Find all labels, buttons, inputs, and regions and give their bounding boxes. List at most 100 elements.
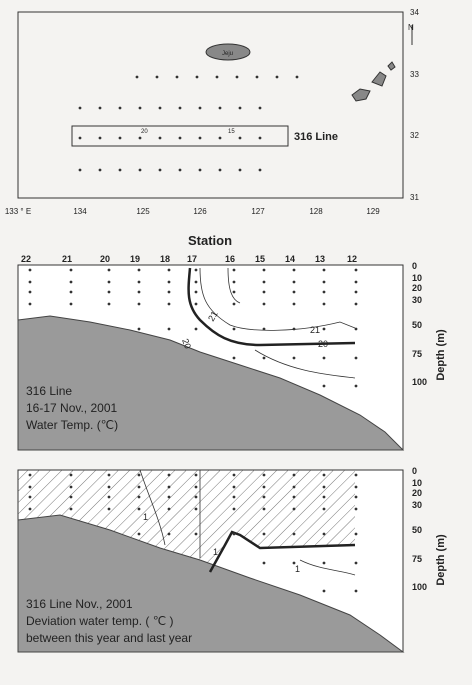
station-dot: [78, 168, 82, 172]
station-dot: [232, 495, 236, 499]
station-dot: [322, 268, 326, 272]
station-label: 18: [160, 254, 170, 264]
station-dot: [107, 473, 111, 477]
station-dot: [69, 473, 73, 477]
station-dot: [322, 356, 326, 360]
station-dot: [69, 302, 73, 306]
station-dot: [138, 106, 142, 110]
depth-axis: Depth (m): [435, 534, 447, 586]
station-dot: [138, 136, 142, 140]
contour-label: 20: [318, 339, 328, 349]
section-title: Station: [188, 233, 232, 248]
station-dot: [194, 532, 198, 536]
caption: Water Temp. (℃): [26, 418, 118, 432]
depth-label: 0: [412, 261, 417, 271]
japan-islands: [351, 61, 396, 102]
station-dot: [137, 302, 141, 306]
station-dot: [198, 106, 202, 110]
station-dot: [262, 268, 266, 272]
station-dot: [354, 561, 358, 565]
lat-label: 32: [410, 131, 419, 140]
station-dot: [78, 106, 82, 110]
contour-21: [199, 267, 356, 331]
station-dot: [175, 75, 179, 79]
station-dot: [262, 561, 266, 565]
station-dot: [137, 485, 141, 489]
station-dot: [69, 280, 73, 284]
caption: Deviation water temp. ( ℃ ): [26, 614, 174, 628]
station-dot: [322, 561, 326, 565]
seabed: [17, 315, 405, 451]
station-dot: [354, 507, 358, 511]
station-dot: [292, 268, 296, 272]
station-label: 20: [100, 254, 110, 264]
station-dot: [138, 168, 142, 172]
depth-axis: Depth (m): [435, 329, 447, 381]
station-dot: [232, 485, 236, 489]
station-dot: [69, 507, 73, 511]
station-dot: [107, 280, 111, 284]
lon-label: 126: [193, 207, 207, 216]
station-dot: [262, 495, 266, 499]
station-dot: [137, 495, 141, 499]
station-dot: [137, 473, 141, 477]
station-dot: [137, 532, 141, 536]
station-dot: [292, 495, 296, 499]
station-dot: [107, 268, 111, 272]
station-dot: [232, 532, 236, 536]
station-dot: [232, 473, 236, 477]
caption: between this year and last year: [26, 631, 192, 645]
station-dot: [137, 507, 141, 511]
station-dot: [98, 136, 102, 140]
station-dot: [232, 327, 236, 331]
station-dot: [137, 268, 141, 272]
contour-label: 1: [295, 564, 300, 574]
station-dot: [118, 168, 122, 172]
station-dot: [158, 168, 162, 172]
station-dot: [354, 485, 358, 489]
line-label: 316 Line: [294, 131, 338, 143]
station-dot: [262, 485, 266, 489]
station-dot: [28, 280, 32, 284]
lon-label: 133 ° E: [5, 207, 31, 216]
contour-label: 20: [180, 337, 193, 350]
station-dot: [295, 75, 299, 79]
station-dot: [292, 290, 296, 294]
station-label: 12: [347, 254, 357, 264]
station-dot: [262, 290, 266, 294]
station-dot: [322, 302, 326, 306]
station-dot: [238, 106, 242, 110]
station-label: 15: [255, 254, 265, 264]
station-label: 21: [62, 254, 72, 264]
station-dot: [292, 473, 296, 477]
station-dot: [198, 168, 202, 172]
station-dot: [158, 106, 162, 110]
station-dot: [155, 75, 159, 79]
contour-label: 21: [206, 309, 220, 323]
station-dot: [262, 473, 266, 477]
lon-label: 128: [309, 207, 323, 216]
station-label: 22: [21, 254, 31, 264]
station-dot: [292, 280, 296, 284]
contour-label: 21: [310, 325, 320, 335]
station-dot: [354, 473, 358, 477]
station-dot: [167, 327, 171, 331]
station-dot: [258, 106, 262, 110]
station-dot: [107, 507, 111, 511]
station-dot: [354, 268, 358, 272]
station-dot: [354, 290, 358, 294]
lon-label: 127: [251, 207, 265, 216]
map-frame: [17, 11, 404, 199]
station-dot: [354, 302, 358, 306]
station-dot: [292, 561, 296, 565]
station-dot: [292, 507, 296, 511]
station-dot: [354, 532, 358, 536]
depth-label: 0: [412, 466, 417, 476]
station-dot: [69, 268, 73, 272]
station-dot: [292, 532, 296, 536]
station-dot: [354, 384, 358, 388]
station-dot: [107, 495, 111, 499]
station-dot: [195, 75, 199, 79]
station-dot: [28, 290, 32, 294]
jeju-island: [205, 43, 251, 61]
